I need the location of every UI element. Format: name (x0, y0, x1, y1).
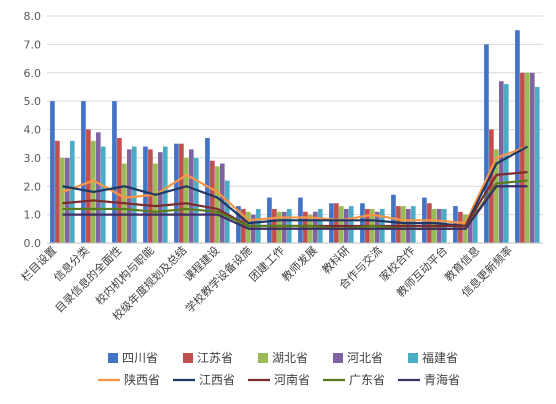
bar (467, 214, 473, 244)
bar (329, 203, 334, 243)
y-tick-label: 1.0 (24, 209, 42, 222)
y-tick-label: 0.0 (24, 237, 42, 250)
bar (64, 157, 70, 244)
bar (277, 211, 282, 243)
x-tick-label: 团建工作 (246, 243, 287, 284)
legend-label: 江西省 (199, 373, 235, 387)
bar (534, 86, 540, 243)
bar (484, 44, 489, 244)
bar (95, 132, 101, 243)
bar (303, 211, 308, 243)
bar (515, 30, 520, 243)
legend-label: 广东省 (349, 373, 385, 387)
bar (219, 163, 225, 243)
bar (179, 143, 184, 243)
bar (215, 166, 220, 243)
bar (205, 138, 210, 243)
y-tick-label: 3.0 (24, 152, 42, 165)
legend-label: 陕西省 (124, 372, 160, 387)
series-line (62, 145, 529, 228)
legend-label: 河北省 (347, 351, 383, 365)
bar (520, 72, 525, 243)
bar (339, 206, 344, 243)
y-tick-label: 8.0 (24, 10, 42, 23)
bar (410, 206, 416, 243)
bar (401, 206, 406, 243)
bar (348, 206, 354, 243)
legend-swatch (333, 353, 343, 363)
bar (489, 129, 494, 243)
bar (494, 149, 499, 243)
legend-swatch (108, 353, 118, 363)
bar (184, 157, 189, 244)
series-line (62, 145, 528, 225)
y-tick-label: 5.0 (24, 95, 42, 108)
legend-label: 福建省 (422, 350, 458, 365)
bar (210, 160, 215, 243)
legend-swatch (183, 353, 193, 363)
legend-label: 湖北省 (272, 350, 308, 365)
bar (525, 72, 530, 243)
bar (334, 203, 339, 243)
bar (529, 72, 535, 243)
bar-layer (50, 30, 540, 244)
legend-label: 四川省 (122, 351, 158, 365)
legend-label: 青海省 (424, 372, 460, 387)
bar (50, 101, 55, 244)
y-tick-label: 2.0 (24, 180, 42, 193)
legend-swatch (408, 353, 418, 363)
bar (112, 101, 117, 244)
x-tick-label: 教师发展 (279, 243, 320, 284)
bar (458, 211, 463, 243)
y-tick-label: 4.0 (24, 124, 42, 137)
bar (246, 211, 251, 243)
bar (472, 208, 478, 243)
bar (503, 84, 509, 243)
legend-swatch (258, 353, 268, 363)
bar (162, 146, 168, 243)
series-line (62, 185, 528, 230)
bar (117, 138, 122, 243)
legend-label: 江苏省 (197, 351, 233, 365)
y-tick-label: 7.0 (24, 38, 42, 51)
bar (55, 140, 60, 243)
bar (131, 146, 137, 243)
bar (157, 152, 163, 243)
bar (396, 206, 401, 243)
bar (69, 140, 75, 243)
bar (174, 143, 179, 243)
y-tick-label: 6.0 (24, 67, 42, 80)
bar (193, 157, 199, 244)
bar (100, 146, 106, 243)
bar (86, 129, 91, 243)
bar (81, 101, 86, 244)
bar (360, 203, 365, 243)
legend-label: 河南省 (274, 372, 310, 387)
bar (60, 157, 65, 244)
bar (224, 180, 230, 243)
bar (188, 149, 194, 243)
x-tick-label: 校内机构与职能 (92, 243, 156, 307)
bar (153, 163, 158, 243)
bar (281, 211, 287, 243)
line-layer (62, 145, 529, 230)
